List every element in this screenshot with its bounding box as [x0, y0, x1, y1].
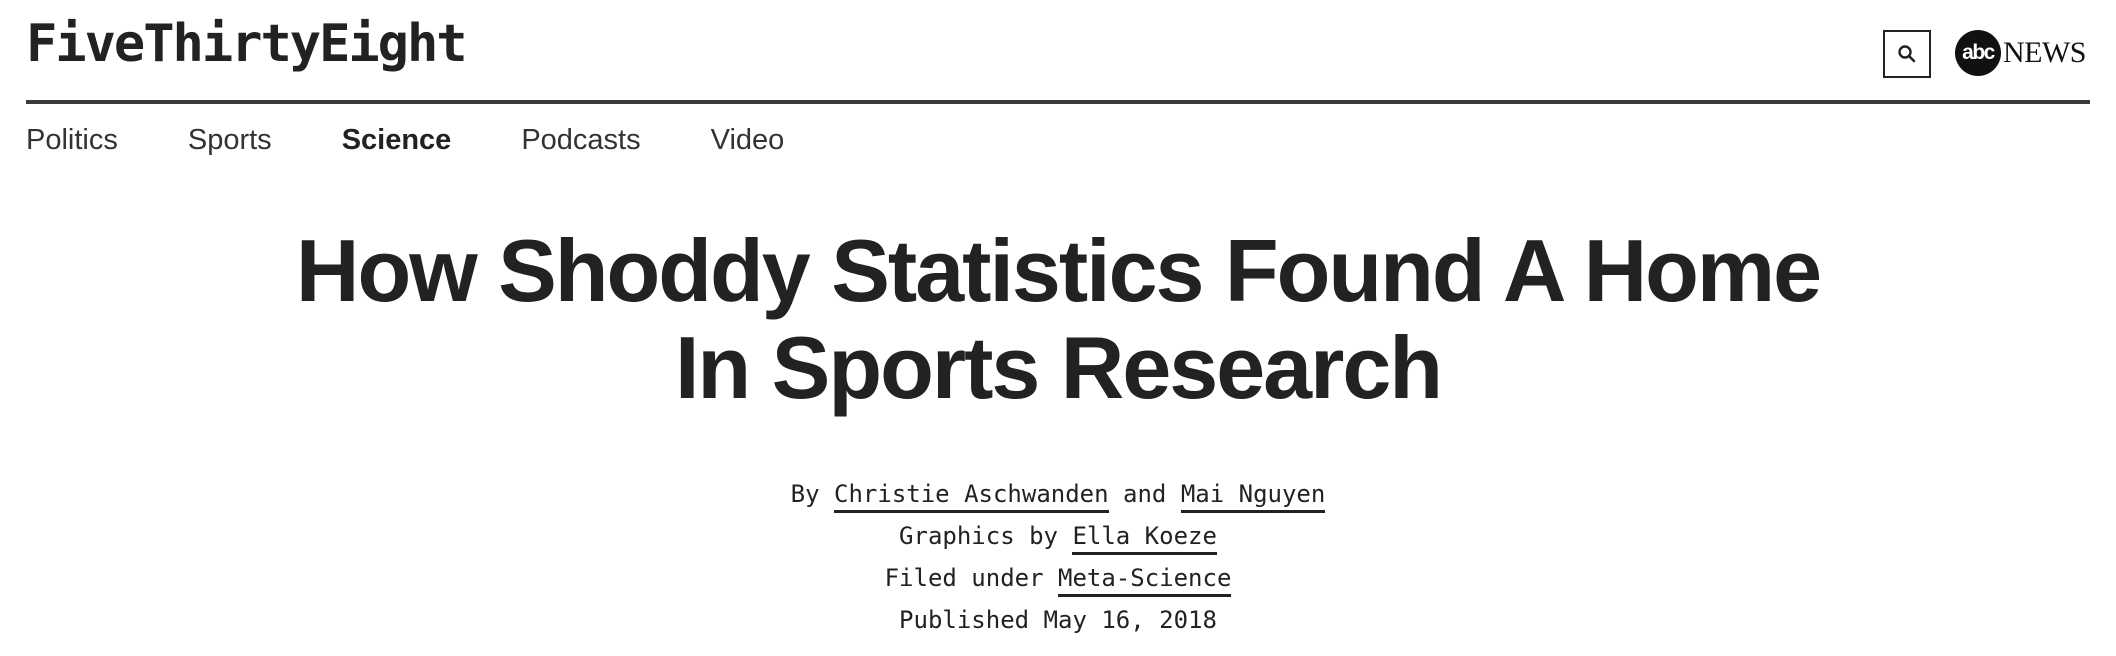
abc-news-logo[interactable]: abc NEWS — [1955, 30, 2087, 76]
abc-circle-logo: abc — [1955, 30, 2001, 76]
news-wordmark: NEWS — [2003, 36, 2087, 69]
article-title: How Shoddy Statistics Found A Home In Sp… — [0, 222, 2116, 416]
byline-joiner: and — [1108, 480, 1181, 508]
search-button[interactable] — [1883, 30, 1931, 78]
site-header: FiveThirtyEight abc NEWS — [26, 0, 2090, 104]
site-logo[interactable]: FiveThirtyEight — [26, 14, 468, 74]
byline: By Christie Aschwanden and Mai Nguyen — [0, 476, 2116, 518]
nav-item-podcasts[interactable]: Podcasts — [521, 124, 641, 156]
author-link-christie-aschwanden[interactable]: Christie Aschwanden — [834, 480, 1109, 513]
main-nav: Politics Sports Science Podcasts Video — [26, 120, 854, 160]
nav-item-science[interactable]: Science — [341, 124, 452, 156]
graphics-credit: Graphics by Ella Koeze — [0, 518, 2116, 560]
graphics-prefix: Graphics by — [899, 522, 1073, 550]
filed-under: Filed under Meta-Science — [0, 560, 2116, 602]
nav-item-politics[interactable]: Politics — [26, 124, 118, 156]
topic-link-meta-science[interactable]: Meta-Science — [1058, 564, 1232, 597]
filed-prefix: Filed under — [884, 564, 1058, 592]
published-date: Published May 16, 2018 — [899, 606, 1217, 634]
nav-item-video[interactable]: Video — [710, 124, 785, 156]
article-meta: By Christie Aschwanden and Mai Nguyen Gr… — [0, 476, 2116, 644]
search-icon — [1898, 45, 1916, 63]
article-title-line-1: How Shoddy Statistics Found A Home — [295, 221, 1822, 320]
author-link-mai-nguyen[interactable]: Mai Nguyen — [1180, 480, 1326, 513]
article-title-line-2: In Sports Research — [674, 318, 1443, 417]
byline-prefix: By — [790, 480, 835, 508]
nav-item-sports[interactable]: Sports — [187, 124, 272, 156]
author-link-ella-koeze[interactable]: Ella Koeze — [1072, 522, 1217, 555]
